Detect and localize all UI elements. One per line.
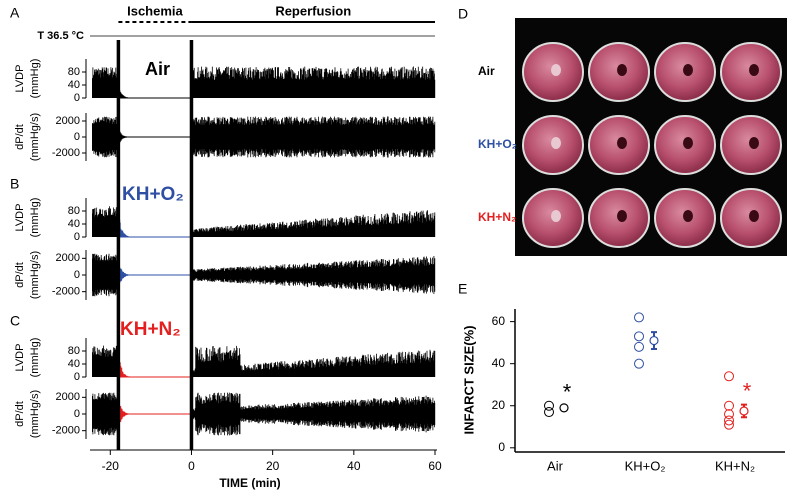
x-tick-label: 60 [428,459,442,473]
y-tick-label: 0 [74,92,80,104]
x-tick-label: 0 [188,459,195,473]
point [724,419,734,430]
point [634,331,644,342]
y-axis-title: INFARCT SIZE(%) [461,325,476,434]
heart-lumen [683,64,693,76]
row-label: KH+N₂ [478,210,516,224]
trace [92,345,436,377]
condition-label: KH+N₂ [120,319,181,340]
panel-label: E [458,281,467,297]
phase-label: Reperfusion [275,3,351,18]
heart-lumen [617,210,627,222]
x-axis-title: TIME (min) [219,476,280,490]
condition-label: Air [145,59,170,79]
y-axis-title: LVDP [14,65,26,93]
y-tick-label: 0 [74,408,80,420]
point [634,312,644,323]
y-tick-label: 2000 [56,115,80,127]
y-tick-label: 40 [68,358,80,370]
x-tick-label: KH+O₂ [625,458,666,473]
y-tick-label: 60 [492,314,506,328]
y-tick-label: -2000 [52,425,80,437]
y-tick-label: 0 [498,440,505,454]
point [634,341,644,352]
y-axis-title: (mmHg/s) [29,251,41,299]
trace-ischemia [118,127,192,147]
trace-ischemia [118,86,192,99]
y-tick-label: 0 [74,269,80,281]
y-axis-title: (mmHg) [29,338,41,378]
y-tick-label: 20 [492,398,506,412]
phase-label: Ischemia [127,3,183,18]
heart-lumen [551,210,561,222]
y-tick-label: 2000 [56,252,80,264]
mean-point [649,335,659,346]
panel-label: A [10,5,20,21]
trace-ischemia [118,261,192,289]
point [724,409,734,420]
row-label: KH+O₂ [478,137,517,151]
y-axis-title: LVDP [14,344,26,372]
trace [92,206,436,237]
y-tick-label: 40 [492,356,506,370]
heart-lumen [749,64,759,76]
heart-lumen [617,137,627,149]
significance: * [563,380,572,405]
point [724,400,734,411]
y-axis-title: dP/dt [14,401,26,427]
trace [92,66,436,98]
y-tick-label: 40 [68,79,80,91]
y-axis-title: (mmHg) [29,59,41,99]
heart-lumen [683,137,693,149]
row-label: Air [478,64,495,78]
x-tick-label: 20 [266,459,280,473]
y-tick-label: 0 [74,131,80,143]
temperature-label: T 36.5 °C [37,30,84,42]
heart-lumen [749,137,759,149]
mean-point [559,403,569,413]
y-tick-label: 0 [74,371,80,383]
x-tick-label: -20 [102,459,120,473]
y-tick-label: 40 [68,218,80,230]
mean-point [739,406,749,416]
panel-label: B [10,176,19,192]
trace-ischemia [118,214,192,238]
y-axis-title: (mmHg/s) [29,113,41,161]
y-axis-title: dP/dt [14,124,26,150]
panel-label: C [10,313,20,329]
panel-label: D [458,6,468,22]
x-tick-label: KH+N₂ [715,458,755,473]
heart-lumen [551,137,561,149]
y-tick-label: -2000 [52,286,80,298]
trace [92,116,436,158]
y-tick-label: 80 [68,205,80,217]
heart-lumen [617,64,627,76]
y-tick-label: -2000 [52,147,80,159]
y-tick-label: 80 [68,345,80,357]
trace [92,253,436,297]
trace-ischemia [118,350,192,378]
point [724,415,734,426]
y-axis-title: (mmHg) [29,198,41,238]
trace-ischemia [118,399,192,429]
point [544,407,554,418]
y-tick-label: 80 [68,66,80,78]
trace [92,392,436,436]
heart-lumen [749,210,759,222]
y-axis-title: dP/dt [14,262,26,288]
condition-label: KH+O₂ [122,184,184,205]
point [544,400,554,411]
significance: * [743,378,752,403]
x-tick-label: Air [547,458,564,473]
y-axis-title: (mmHg/s) [29,390,41,438]
x-tick-label: 40 [347,459,361,473]
y-tick-label: 2000 [56,391,80,403]
point [724,371,734,382]
point [634,358,644,369]
y-axis-title: LVDP [14,204,26,232]
heart-lumen [683,210,693,222]
heart-lumen [551,64,561,76]
y-tick-label: 0 [74,231,80,243]
